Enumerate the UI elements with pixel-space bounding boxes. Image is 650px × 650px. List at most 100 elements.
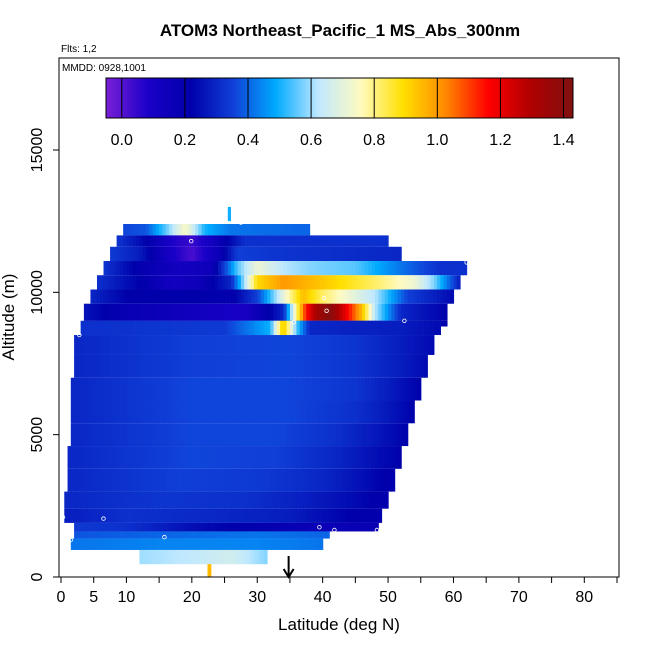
heatmap-cell: [365, 246, 370, 262]
heatmap-cell: [401, 400, 406, 424]
heatmap-cell: [191, 224, 196, 236]
heatmap-cell: [188, 549, 193, 565]
heatmap-cell: [165, 354, 170, 378]
heatmap-cell: [126, 522, 131, 532]
heatmap-cell: [87, 531, 92, 539]
heatmap-cell: [217, 303, 222, 321]
heatmap-cell: [280, 224, 284, 236]
heatmap-cell: [250, 446, 255, 469]
heatmap-cell: [440, 320, 445, 327]
heatmap-cell: [394, 423, 399, 447]
heatmap-cell: [296, 261, 301, 276]
heatmap-cell: [123, 446, 128, 469]
heatmap-cell: [355, 377, 360, 401]
heatmap-cell: [316, 400, 320, 424]
heatmap-cell: [182, 531, 186, 539]
heatmap-cell: [221, 289, 226, 304]
heatmap-cell: [345, 400, 350, 424]
heatmap-cell: [149, 235, 154, 247]
heatmap-cell: [319, 275, 324, 290]
heatmap-cell: [142, 423, 147, 447]
heatmap-cell: [146, 538, 150, 550]
heatmap-cell: [433, 320, 438, 336]
heatmap-cell: [208, 224, 213, 236]
heatmap-cell: [332, 522, 337, 532]
heatmap-cell: [237, 261, 242, 276]
heatmap-cell: [113, 261, 118, 276]
heatmap-cell: [185, 549, 190, 565]
heatmap-cell: [146, 400, 150, 424]
heatmap-cell: [361, 303, 366, 321]
heatmap-cell: [240, 400, 245, 424]
heatmap-cell: [401, 275, 406, 290]
heatmap-cell: [139, 522, 144, 532]
heatmap-cell: [303, 246, 307, 262]
heatmap-cell: [368, 468, 373, 492]
heatmap-cell: [247, 320, 252, 336]
heatmap-cell: [283, 354, 288, 378]
heatmap-cell: [240, 275, 245, 290]
heatmap-cell: [253, 549, 258, 565]
heatmap-cell: [401, 289, 406, 304]
heatmap-cell: [348, 468, 353, 492]
heatmap-cell: [250, 538, 255, 550]
heatmap-cell: [103, 320, 108, 336]
heatmap-cell: [142, 289, 147, 304]
heatmap-cell: [352, 261, 356, 276]
heatmap-cell: [204, 531, 209, 539]
heatmap-cell: [260, 423, 265, 447]
heatmap-cell: [420, 261, 425, 276]
heatmap-cell: [342, 423, 347, 447]
heatmap-cell: [211, 354, 216, 378]
heatmap-cell: [132, 522, 137, 532]
heatmap-cell: [195, 354, 199, 378]
heatmap-cell: [250, 261, 255, 276]
heatmap-cell: [378, 275, 383, 290]
heatmap-cell: [289, 261, 294, 276]
heatmap-cell: [168, 246, 173, 262]
heatmap-cell: [132, 423, 137, 447]
heatmap-cell: [116, 275, 121, 290]
heatmap-cell: [433, 303, 438, 321]
heatmap-cell: [319, 400, 324, 424]
heatmap-cell: [303, 491, 307, 509]
heatmap-cell: [113, 246, 118, 262]
heatmap-cell: [345, 508, 350, 523]
heatmap-cell: [352, 522, 356, 532]
heatmap-cell: [306, 423, 311, 447]
heatmap-cell: [155, 289, 160, 304]
heatmap-cell: [139, 446, 144, 469]
heatmap-cell: [74, 446, 78, 469]
heatmap-cell: [162, 508, 167, 523]
heatmap-cell: [329, 423, 334, 447]
heatmap-cell: [155, 549, 160, 565]
heatmap-cell: [217, 468, 222, 492]
heatmap-cell: [378, 246, 383, 262]
heatmap-cell: [384, 377, 389, 401]
heatmap-cell: [414, 289, 419, 304]
heatmap-cell: [96, 491, 101, 509]
heatmap-cell: [155, 335, 160, 355]
heatmap-cell: [231, 446, 235, 469]
heatmap-cell: [240, 549, 245, 565]
heatmap-cell: [136, 289, 141, 304]
heatmap-cell: [253, 538, 258, 550]
heatmap-cell: [293, 400, 298, 424]
heatmap-cell: [378, 320, 383, 336]
heatmap-cell: [136, 354, 141, 378]
heatmap-cell: [319, 446, 324, 469]
heatmap-cell: [106, 423, 111, 447]
heatmap-cell: [296, 320, 301, 336]
heatmap-cell: [152, 549, 157, 565]
heatmap-cell: [224, 320, 229, 336]
heatmap-cell: [296, 538, 301, 550]
heatmap-cell: [312, 303, 317, 321]
heatmap-cell: [123, 423, 128, 447]
heatmap-cell: [358, 508, 363, 523]
heatmap-cell: [234, 224, 239, 236]
heatmap-cell: [159, 522, 163, 532]
heatmap-cell: [410, 354, 415, 378]
heatmap-cell: [257, 289, 262, 304]
heatmap-cell: [303, 224, 307, 236]
heatmap-cell: [250, 423, 255, 447]
